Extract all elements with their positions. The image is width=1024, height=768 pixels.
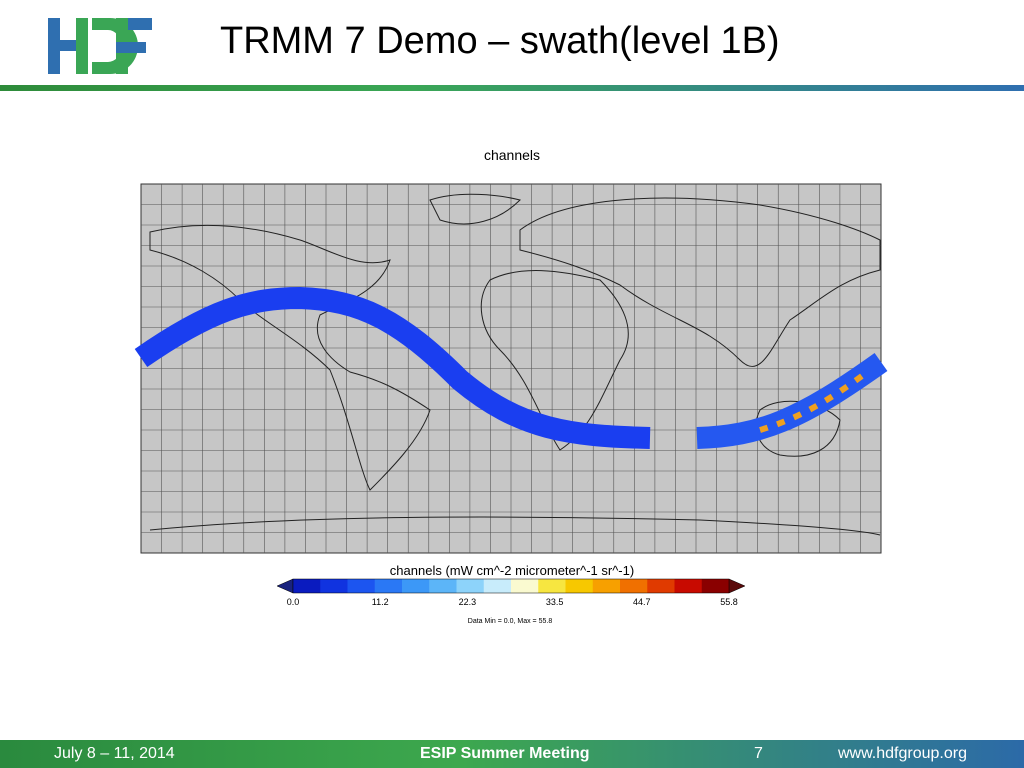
footer-website: www.hdfgroup.org xyxy=(838,745,967,762)
colorbar-tick-label: 11.2 xyxy=(372,597,389,607)
colorbar-tick-label: 0.0 xyxy=(287,597,300,607)
page-number: 7 xyxy=(754,745,763,762)
colorbar-over xyxy=(728,578,746,594)
colorbar-segment xyxy=(320,579,348,593)
colorbar-segment xyxy=(565,579,594,593)
footer: July 8 – 11, 2014 ESIP Summer Meeting 7 … xyxy=(0,740,1024,768)
colorbar-tick-label: 55.8 xyxy=(720,597,738,607)
colorbar-segment xyxy=(456,579,485,593)
colorbar-tick-label: 22.3 xyxy=(459,597,477,607)
header-rule xyxy=(0,85,1024,91)
colorbar: 0.0 11.2 22.3 33.5 44.7 55.8 xyxy=(276,578,746,607)
footer-event: ESIP Summer Meeting xyxy=(420,745,590,762)
map-grid xyxy=(141,184,881,553)
colorbar-under xyxy=(276,578,294,594)
colorbar-outline xyxy=(292,578,730,594)
colorbar-label: channels (mW cm^-2 micrometer^-1 sr^-1) xyxy=(390,563,634,578)
colorbar-tick-label: 44.7 xyxy=(633,597,651,607)
colorbar-segment xyxy=(701,579,730,593)
colorbar-segment xyxy=(483,579,512,593)
colorbar-segment xyxy=(429,579,457,593)
colorbar-segment xyxy=(592,579,621,593)
colorbar-segment xyxy=(293,579,321,593)
logo xyxy=(48,18,152,74)
slide-title: TRMM 7 Demo – swath(level 1B) xyxy=(220,20,780,62)
colorbar-segment xyxy=(511,579,539,593)
colorbar-segment xyxy=(347,579,376,593)
colorbar-segment xyxy=(538,579,566,593)
footer-date: July 8 – 11, 2014 xyxy=(54,745,175,762)
colorbar-tick-label: 33.5 xyxy=(546,597,564,607)
plot-title: channels xyxy=(484,147,540,163)
figure: channels channels (mW cm^-2 micrometer^-… xyxy=(134,147,888,625)
colorbar-segment xyxy=(647,579,675,593)
data-range-note: Data Min = 0.0, Max = 55.8 xyxy=(468,618,553,625)
colorbar-segment xyxy=(374,579,403,593)
swath xyxy=(134,286,888,449)
colorbar-segment xyxy=(620,579,648,593)
colorbar-segment xyxy=(402,579,430,593)
colorbar-segment xyxy=(674,579,703,593)
